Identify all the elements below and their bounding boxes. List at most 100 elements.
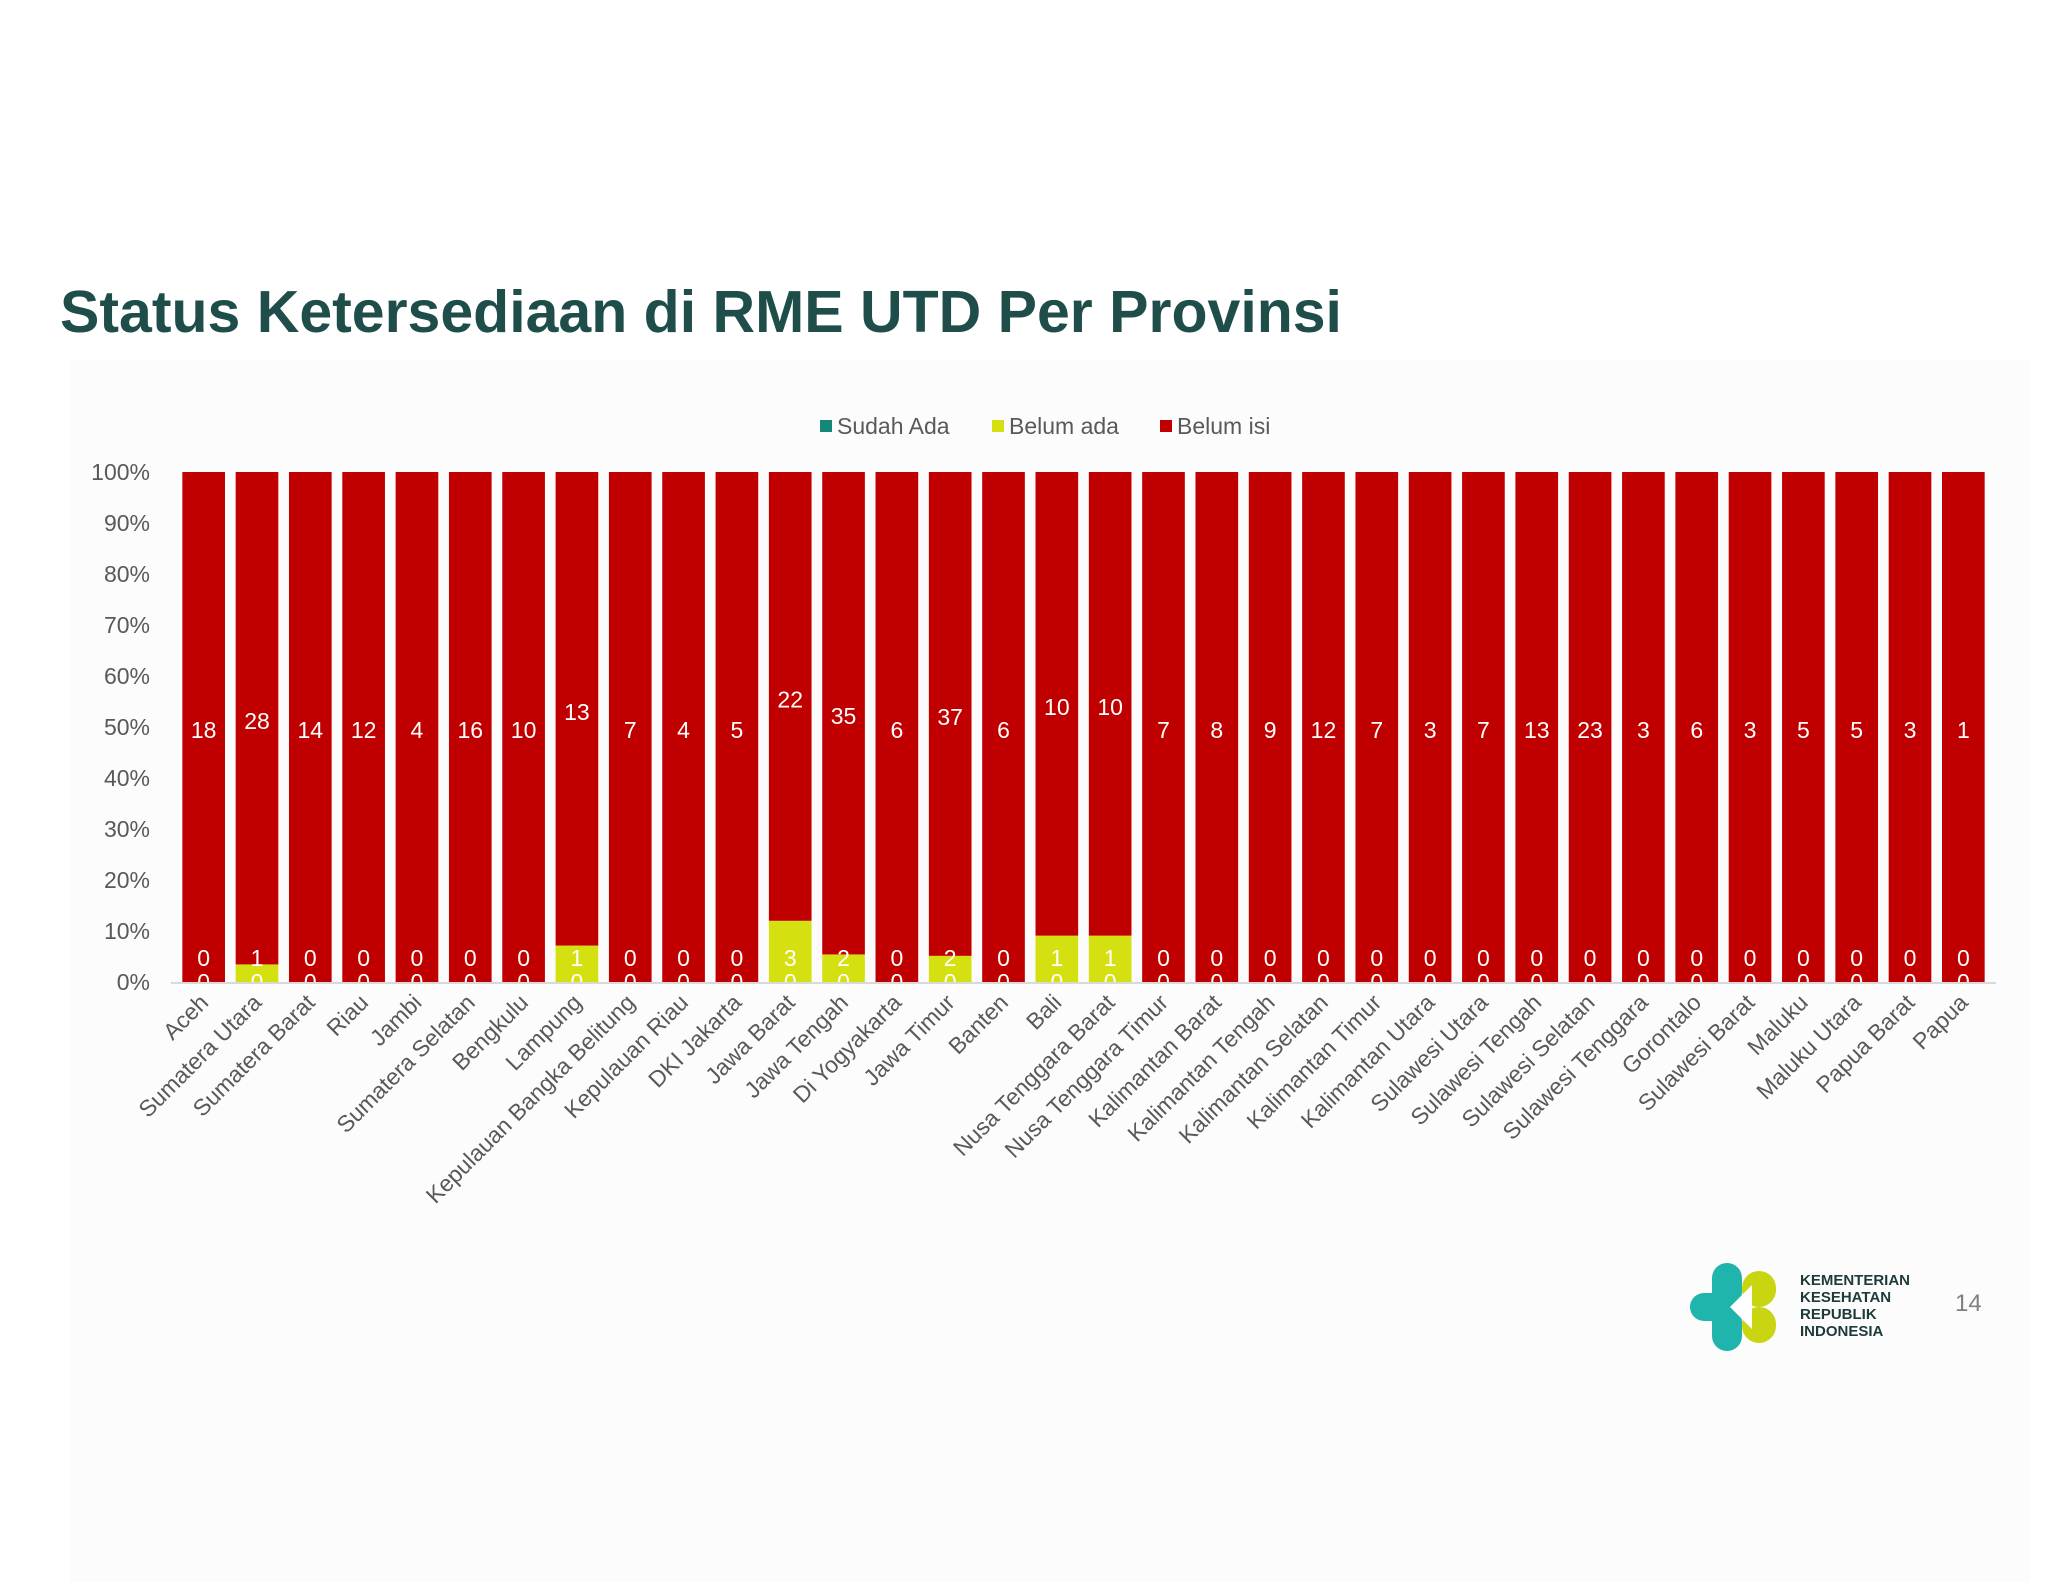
bar-segment xyxy=(288,472,332,982)
bar-segment xyxy=(1942,472,1985,982)
data-label: 0 xyxy=(890,945,903,971)
data-label: 1 xyxy=(571,945,584,971)
bar-segment xyxy=(1462,472,1505,982)
bar-segment xyxy=(1355,472,1399,982)
bar-segment xyxy=(448,472,492,982)
bar-segment xyxy=(822,954,865,982)
data-label: 0 xyxy=(197,945,210,971)
bar-segment xyxy=(1088,472,1132,936)
data-label: 28 xyxy=(244,708,270,734)
bar-segment xyxy=(875,472,919,982)
bar-segment xyxy=(1835,472,1879,982)
bar-segment xyxy=(822,472,865,955)
y-tick-label: 20% xyxy=(104,867,150,893)
y-tick-label: 40% xyxy=(104,765,150,791)
data-label: 0 xyxy=(1797,945,1810,971)
bar-segment xyxy=(982,472,1025,982)
data-label: 10 xyxy=(1044,694,1070,720)
bar-segment xyxy=(715,472,759,982)
data-label: 3 xyxy=(1744,717,1757,743)
data-label: 7 xyxy=(1477,717,1490,743)
y-tick-label: 100% xyxy=(91,459,150,485)
bar-segment xyxy=(1622,472,1665,982)
data-label: 0 xyxy=(1850,945,1863,971)
data-label: 0 xyxy=(1370,945,1383,971)
data-label: 0 xyxy=(1637,945,1650,971)
bar-segment xyxy=(1088,935,1132,982)
data-label: 3 xyxy=(1904,717,1917,743)
data-label: 23 xyxy=(1577,717,1603,743)
y-axis: 0% 10% 20% 30% 40% 50% 60% 70% 80% 90% 100% xyxy=(91,459,150,995)
legend-swatch xyxy=(992,420,1004,432)
ministry-name-line: KEMENTERIAN xyxy=(1800,1272,1911,1289)
data-label: 6 xyxy=(997,717,1010,743)
legend-label: Belum isi xyxy=(1177,413,1270,439)
x-tick-label: Papua xyxy=(1907,989,1973,1055)
data-label: 6 xyxy=(890,717,903,743)
data-label: 18 xyxy=(191,717,217,743)
y-tick-label: 30% xyxy=(104,816,150,842)
y-tick-label: 90% xyxy=(104,510,150,536)
bar-segment xyxy=(235,964,279,982)
data-label: 0 xyxy=(1477,945,1490,971)
data-label: 7 xyxy=(1370,717,1383,743)
x-tick-label: Banten xyxy=(943,989,1013,1059)
data-label: 0 xyxy=(1744,945,1757,971)
bar-segment xyxy=(1035,472,1079,936)
data-label: 0 xyxy=(1210,945,1223,971)
data-label: 1 xyxy=(251,945,264,971)
legend-label: Belum ada xyxy=(1009,413,1119,439)
bar-segment xyxy=(395,472,439,982)
ministry-name: KEMENTERIAN KESEHATAN REPUBLIK INDONESIA xyxy=(1800,1272,1910,1340)
bar-segment xyxy=(662,472,705,982)
bar-segment xyxy=(1195,472,1239,982)
page-number: 14 xyxy=(1955,1290,1982,1317)
data-label: 0 xyxy=(730,945,743,971)
legend-swatch xyxy=(820,420,832,432)
slide-title: Status Ketersediaan di RME UTD Per Provi… xyxy=(60,279,1342,345)
y-tick-label: 70% xyxy=(104,612,150,638)
data-label: 4 xyxy=(411,717,424,743)
y-tick-label: 50% xyxy=(104,714,150,740)
data-label: 0 xyxy=(1530,945,1543,971)
data-label: 35 xyxy=(831,703,857,729)
bar-group: 1800281014001200400160010001310700400500… xyxy=(171,472,1996,995)
data-label: 0 xyxy=(304,945,317,971)
data-label: 0 xyxy=(1690,945,1703,971)
bar-segment xyxy=(768,472,812,921)
data-label: 0 xyxy=(1157,945,1170,971)
data-label: 4 xyxy=(677,717,690,743)
bar-segment xyxy=(768,920,812,982)
bar-segment xyxy=(608,472,652,982)
legend-label: Sudah Ada xyxy=(837,413,950,439)
ministry-name-line: KESEHATAN xyxy=(1800,1289,1892,1306)
bar-segment xyxy=(1248,472,1292,982)
data-label: 0 xyxy=(357,945,370,971)
data-label: 5 xyxy=(1797,717,1810,743)
data-label: 1 xyxy=(1957,717,1970,743)
legend-swatch xyxy=(1160,420,1172,432)
data-label: 10 xyxy=(1097,694,1123,720)
bar-segment xyxy=(555,472,599,946)
data-label: 5 xyxy=(730,717,743,743)
bar-segment xyxy=(928,955,972,982)
bar-segment xyxy=(1408,472,1452,982)
data-label: 10 xyxy=(511,717,537,743)
data-label: 7 xyxy=(624,717,637,743)
ministry-name-line: REPUBLIK xyxy=(1800,1306,1877,1323)
y-tick-label: 10% xyxy=(104,918,150,944)
bar-segment xyxy=(1142,472,1185,982)
kemenkes-logo xyxy=(1690,1263,1776,1351)
data-label: 0 xyxy=(411,945,424,971)
x-axis-line xyxy=(171,982,1996,984)
y-tick-label: 60% xyxy=(104,663,150,689)
bar-segment xyxy=(502,472,545,982)
data-label: 3 xyxy=(784,945,797,971)
data-label: 13 xyxy=(1524,717,1550,743)
bar-segment xyxy=(1782,472,1825,982)
data-label: 0 xyxy=(1317,945,1330,971)
data-label: 6 xyxy=(1690,717,1703,743)
data-label: 3 xyxy=(1424,717,1437,743)
bar-segment xyxy=(235,472,279,965)
data-label: 0 xyxy=(1424,945,1437,971)
